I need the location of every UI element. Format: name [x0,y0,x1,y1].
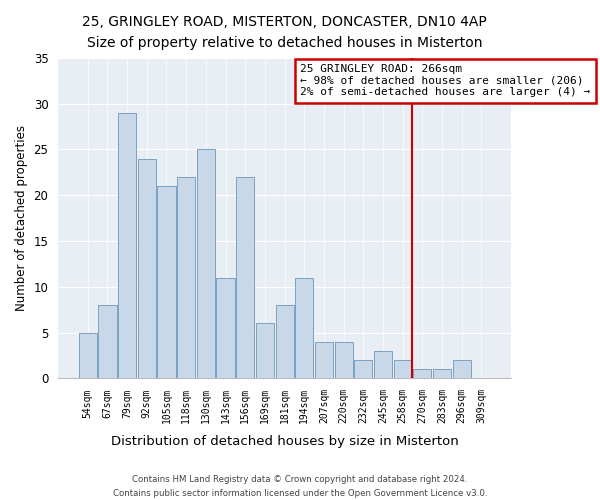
Bar [335,342,353,378]
Text: 25 GRINGLEY ROAD: 266sqm
← 98% of detached houses are smaller (206)
2% of semi-d: 25 GRINGLEY ROAD: 266sqm ← 98% of detach… [301,64,590,98]
Bar [197,150,215,378]
Y-axis label: Number of detached properties: Number of detached properties [15,125,28,311]
Bar [295,278,313,378]
Bar [138,158,156,378]
Text: Contains HM Land Registry data © Crown copyright and database right 2024.
Contai: Contains HM Land Registry data © Crown c… [113,476,487,498]
Bar [275,305,293,378]
Title: 25, GRINGLEY ROAD, MISTERTON, DONCASTER, DN10 4AP
Size of property relative to d: 25, GRINGLEY ROAD, MISTERTON, DONCASTER,… [82,15,487,50]
Bar [374,351,392,378]
Bar [354,360,373,378]
Bar [177,177,195,378]
Bar [79,332,97,378]
Bar [118,112,136,378]
Bar [315,342,333,378]
Bar [433,370,451,378]
Bar [98,305,116,378]
Bar [236,177,254,378]
Bar [413,370,431,378]
Bar [394,360,412,378]
Bar [256,324,274,378]
X-axis label: Distribution of detached houses by size in Misterton: Distribution of detached houses by size … [110,434,458,448]
Bar [217,278,235,378]
Bar [157,186,176,378]
Bar [452,360,471,378]
